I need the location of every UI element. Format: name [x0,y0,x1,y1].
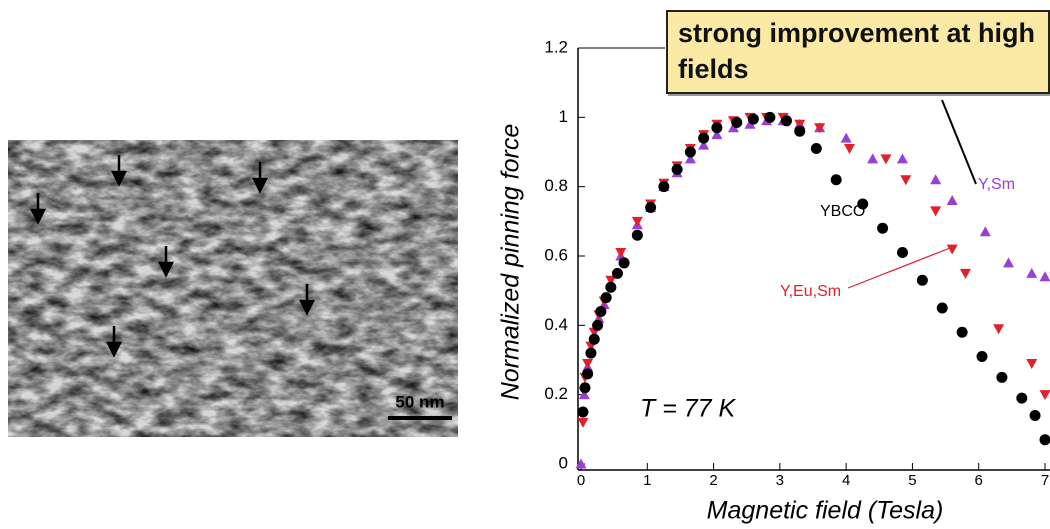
point [857,198,869,210]
point [684,146,696,158]
y-tick-label: 0.4 [544,315,568,334]
y-tick-label: 0.2 [544,384,568,403]
point [930,174,942,185]
point [698,139,710,150]
point [764,111,776,123]
point [1026,267,1038,278]
point [1039,434,1050,446]
point [956,326,968,338]
micrograph [8,140,458,437]
point [611,267,623,279]
x-tick-label: 2 [709,472,717,489]
x-tick-label: 6 [975,472,983,489]
temperature-label: T = 77 K [640,395,737,423]
annotation-box: strong improvement at high fields [666,10,1050,94]
point [671,163,683,175]
y-tick-label: 1.2 [544,37,568,56]
point [711,122,723,134]
point [588,333,600,345]
point [794,125,806,137]
point [996,371,1008,383]
point [582,368,594,380]
point [843,144,855,155]
x-tick-label: 4 [842,472,850,489]
point [780,115,792,127]
point [582,358,594,369]
point [605,281,617,293]
x-tick-label: 7 [1041,472,1049,489]
plot: 0 0.2 0.4 0.6 0.8 1 1.2 0 1 2 3 4 5 6 7 Magnetic field … [497,37,1050,525]
point [618,257,630,269]
x-axis-label: Magnetic field (Tesla) [707,497,944,525]
point [727,122,739,133]
point [579,382,591,394]
point [930,206,942,217]
point [896,247,908,259]
point [1026,358,1038,369]
point [731,117,743,129]
series-label: Y,Eu,Sm [780,283,841,300]
point [615,248,627,259]
x-tick-label: 5 [908,472,916,489]
point [645,201,657,213]
x-tick-label: 1 [643,472,651,489]
point [936,302,948,314]
arrows [29,155,316,358]
y-tick-label: 1 [559,107,568,126]
point [592,319,604,331]
point [896,153,908,164]
point [1039,271,1050,282]
point [658,181,670,193]
point [979,226,991,237]
point [585,347,597,359]
point [577,417,589,428]
point [993,324,1005,335]
point [631,216,643,227]
point [600,292,612,304]
point [810,143,822,155]
point [744,118,756,129]
point [916,274,928,286]
point [605,275,617,286]
point [577,406,589,418]
point [1016,392,1028,404]
point [976,351,988,363]
point [1029,409,1041,421]
point [578,389,590,400]
point [867,153,879,164]
point [1003,257,1015,268]
series-label: Y,Sm [978,176,1015,193]
point [631,229,643,241]
point [794,119,806,130]
point [946,244,958,255]
point [900,175,912,186]
y-axis-label: Normalized pinning force [497,124,525,401]
scale-bar-label: 50 nm [395,392,444,411]
x-tick-label: 3 [776,472,784,489]
point [959,268,971,279]
point [698,132,710,144]
point [1039,390,1050,401]
point [575,458,587,469]
series-label: YBCO [820,203,865,220]
x-tick-label: 0 [577,472,585,489]
y-tick-label: 0.6 [544,245,568,264]
point [747,113,759,125]
callout-pointer [941,99,977,185]
y-tick-label: 0.8 [544,176,568,195]
label-leader [847,247,951,289]
point [711,129,723,140]
point [595,305,607,317]
point [880,154,892,165]
point [946,195,958,206]
y-tick-label: 0 [559,453,568,472]
point [684,153,696,164]
point [830,174,842,186]
point [877,222,889,234]
point [814,123,826,134]
point [840,132,852,143]
